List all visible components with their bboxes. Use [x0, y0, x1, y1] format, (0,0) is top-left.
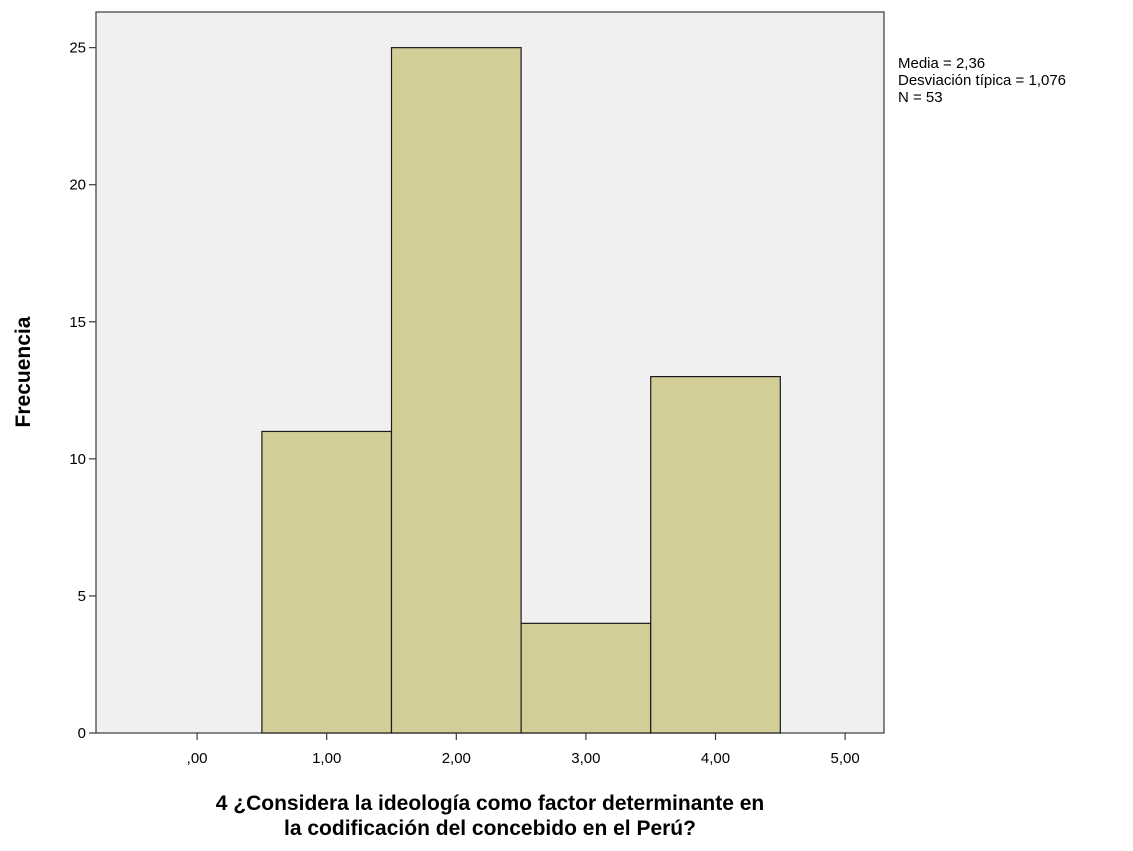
stats-std-dev: Desviación típica = 1,076 — [898, 72, 1066, 89]
x-axis: ,00 1,00 2,00 3,00 4,00 5,00 — [187, 733, 860, 767]
histogram-bar-2 — [390, 47, 522, 734]
x-tick-label: 5,00 — [831, 750, 860, 767]
y-tick-label: 20 — [69, 177, 86, 194]
x-axis-label-line-2: la codificación del concebido en el Perú… — [284, 817, 696, 840]
stats-n: N = 53 — [898, 89, 943, 106]
histogram-bar-4 — [650, 376, 781, 734]
histogram-bar-1 — [261, 430, 393, 734]
stats-box: Media = 2,36 Desviación típica = 1,076 N… — [898, 55, 1066, 106]
x-axis-label-line-1: 4 ¿Considera la ideología como factor de… — [216, 792, 764, 815]
y-tick-label: 25 — [69, 40, 86, 57]
histogram-bar-3 — [520, 622, 652, 734]
y-tick-label: 5 — [78, 588, 86, 605]
y-tick-label: 0 — [78, 725, 86, 742]
y-axis: 0 5 10 15 20 25 — [69, 40, 96, 742]
x-tick-label: ,00 — [187, 750, 208, 767]
x-tick-label: 1,00 — [312, 750, 341, 767]
stats-mean: Media = 2,36 — [898, 55, 985, 72]
bars-layer — [261, 47, 781, 734]
y-tick-label: 10 — [69, 451, 86, 468]
x-tick-label: 2,00 — [442, 750, 471, 767]
y-tick-label: 15 — [69, 314, 86, 331]
x-tick-label: 4,00 — [701, 750, 730, 767]
y-axis-label: Frecuencia — [12, 316, 35, 427]
x-tick-label: 3,00 — [571, 750, 600, 767]
